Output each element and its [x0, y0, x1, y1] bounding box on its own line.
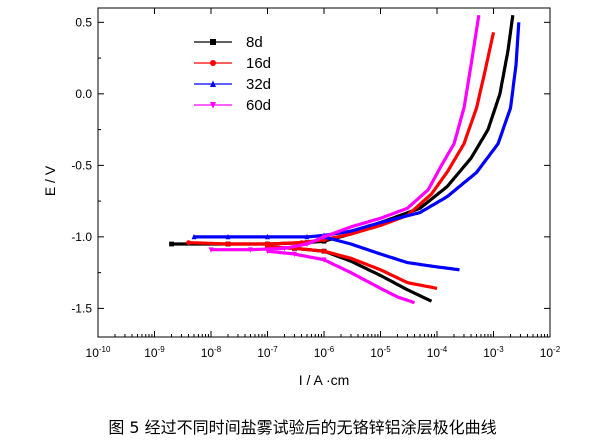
x-tick-label: 10-6 [314, 345, 335, 360]
data-point-60d [208, 247, 214, 253]
series-60d [208, 14, 481, 305]
legend-item-16d: 16d [194, 55, 271, 72]
data-point-60d [248, 247, 253, 253]
legend-marker [210, 80, 216, 87]
legend-label: 60d [246, 97, 271, 114]
data-point-16d [321, 248, 327, 254]
series-line-8d-anodic [171, 15, 515, 246]
legend-item-8d: 8d [194, 34, 263, 51]
x-tick-label: 10-5 [370, 345, 391, 360]
series-line-16d-anodic [188, 31, 496, 246]
data-point-32d [191, 233, 197, 240]
data-point-16d [225, 241, 231, 247]
data-point-8d [169, 241, 174, 247]
data-point-60d [321, 234, 327, 240]
plot-frame [97, 7, 551, 338]
data-point-60d [265, 248, 270, 255]
data-point-60d [292, 251, 297, 258]
legend-label: 16d [246, 55, 271, 72]
x-tick-label: 10-7 [257, 345, 278, 360]
figure-caption: 图 5 经过不同时间盐雾试验后的无铬锌铝涂层极化曲线 [108, 418, 497, 437]
data-point-32d [304, 233, 310, 240]
series-8d [169, 15, 515, 303]
series-line-32d-anodic [194, 22, 521, 239]
y-tick-label: -0.5 [71, 158, 92, 172]
data-point-60d [282, 245, 287, 252]
y-tick-label: 0.5 [75, 15, 92, 29]
data-point-60d [321, 257, 327, 263]
y-tick-label: 0.0 [75, 87, 92, 101]
plot-border [97, 7, 551, 338]
x-tick-label: 10-9 [144, 345, 165, 360]
legend-item-32d: 32d [194, 76, 271, 93]
data-point-16d [186, 240, 191, 245]
x-axis-title: I / A ·cm [299, 372, 350, 388]
y-tick-label: -1.0 [71, 230, 92, 244]
legend-marker [210, 102, 216, 109]
data-point-32d [265, 233, 270, 240]
legend-item-60d: 60d [194, 97, 271, 114]
legend-marker [210, 39, 216, 45]
data-point-60d [304, 241, 310, 248]
legend-marker [210, 60, 216, 66]
legend-label: 8d [246, 34, 263, 51]
x-tick-label: 10-2 [540, 345, 561, 360]
series-line-32d-cathodic [323, 235, 460, 272]
x-tick-label: 10-4 [427, 345, 448, 360]
axis-ticks: 10-10 10-9 10-8 10-7 10-6 10-5 10-4 10-3 10-2 -1.… [71, 8, 561, 360]
data-point-32d [225, 233, 231, 240]
series-line-60d-anodic [211, 14, 481, 252]
y-axis-title: E / V [42, 165, 58, 196]
series-layer [169, 14, 521, 305]
y-tick-label: -1.5 [71, 301, 92, 315]
x-tick-label: 10-3 [483, 345, 504, 360]
x-tick-label: 10-8 [201, 345, 222, 360]
x-tick-label: 10-10 [86, 345, 111, 360]
legend: 8d 16d 32d 60d [194, 34, 271, 114]
legend-label: 32d [246, 76, 271, 93]
